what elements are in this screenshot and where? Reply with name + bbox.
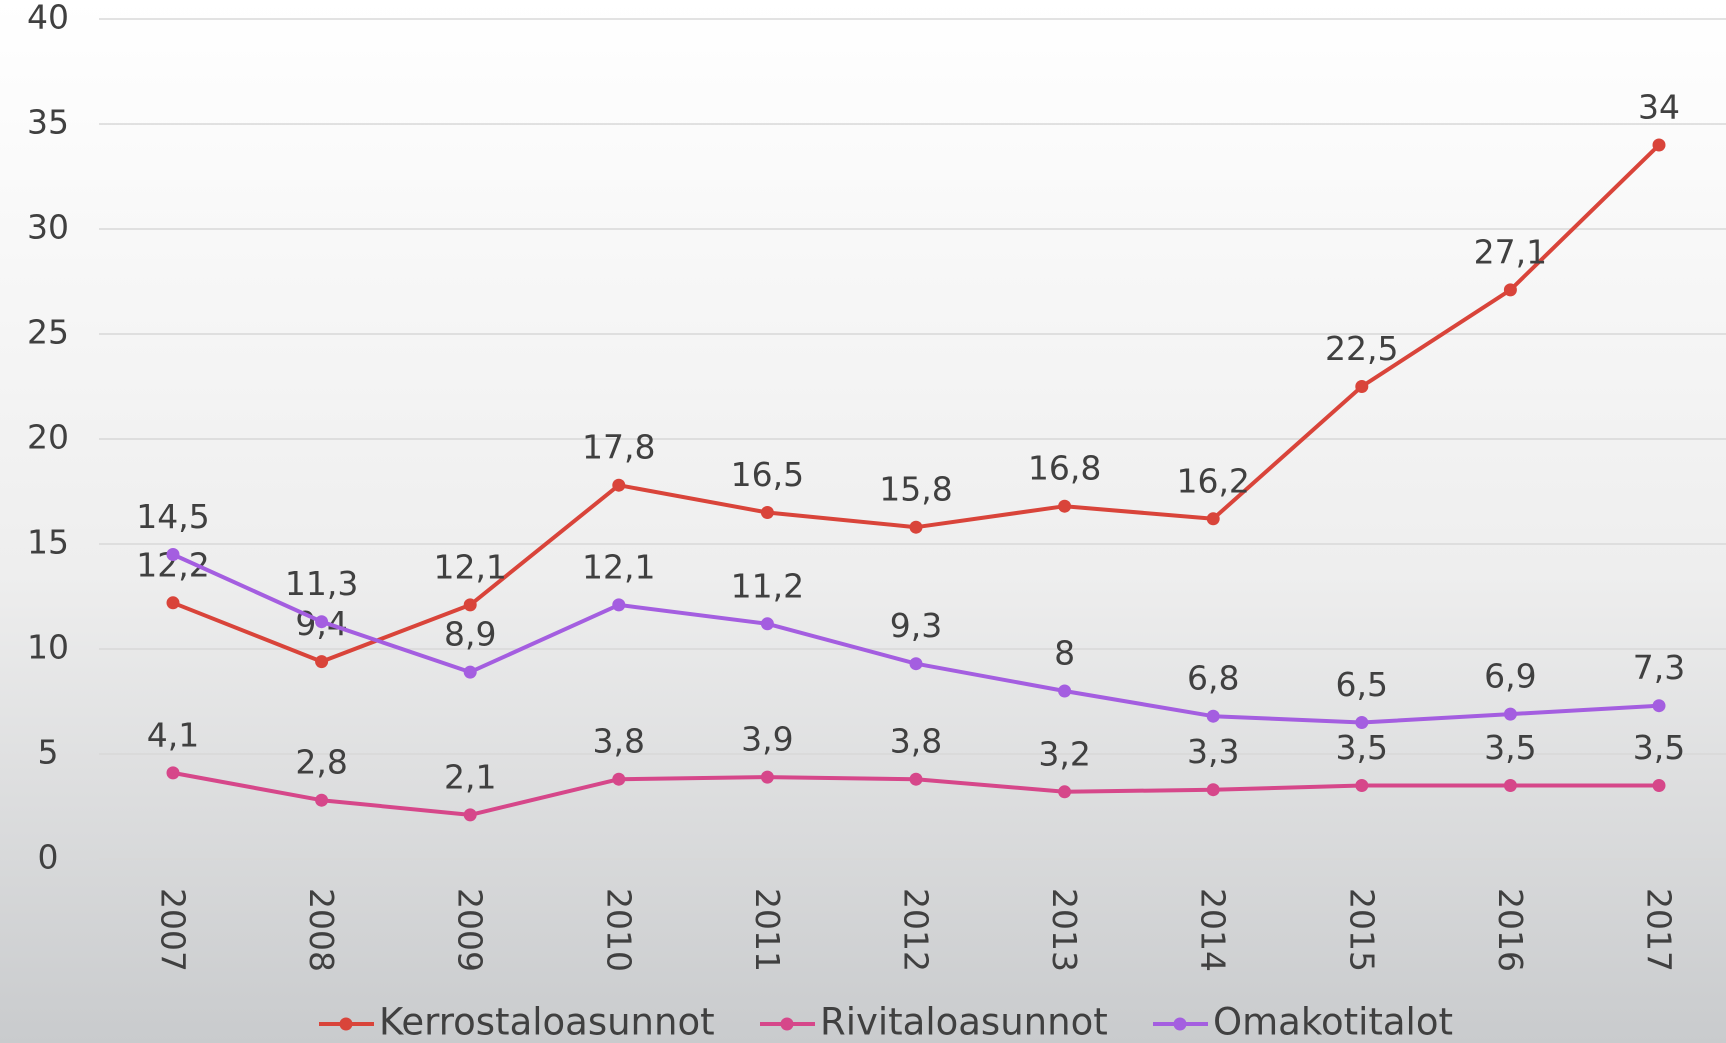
y-tick-label: 15 <box>27 523 69 562</box>
data-point <box>463 598 477 612</box>
data-label: 16,5 <box>731 455 804 494</box>
legend-marker <box>339 1017 353 1031</box>
data-label: 11,2 <box>731 566 804 605</box>
data-point <box>760 770 774 784</box>
x-tick-label: 2010 <box>599 888 638 972</box>
y-tick-label: 35 <box>27 103 69 142</box>
legend-label: Rivitaloasunnot <box>820 1001 1108 1043</box>
data-label: 27,1 <box>1474 232 1547 271</box>
data-point <box>1652 138 1666 152</box>
data-label: 3,9 <box>741 720 793 759</box>
data-label: 16,8 <box>1028 449 1101 488</box>
data-label: 34 <box>1638 88 1680 127</box>
data-label: 9,3 <box>890 606 942 645</box>
data-label: 3,5 <box>1633 728 1685 767</box>
data-label: 3,3 <box>1187 732 1239 771</box>
data-point <box>315 655 329 669</box>
x-tick-label: 2015 <box>1342 888 1381 972</box>
data-label: 11,3 <box>285 564 358 603</box>
y-tick-label: 30 <box>27 208 69 247</box>
y-tick-label: 20 <box>27 418 69 457</box>
data-label: 4,1 <box>147 715 199 754</box>
x-tick-label: 2012 <box>897 888 936 972</box>
data-point <box>1058 684 1072 698</box>
data-point <box>760 506 774 519</box>
data-label: 6,5 <box>1336 665 1388 704</box>
data-label: 3,8 <box>890 722 942 761</box>
data-point <box>612 598 626 612</box>
x-tick-label: 2017 <box>1640 888 1679 972</box>
data-point <box>463 808 477 822</box>
legend-label: Omakotitalot <box>1213 1001 1453 1043</box>
data-point <box>612 772 626 786</box>
data-label: 12,1 <box>433 547 506 586</box>
data-label: 3,2 <box>1038 734 1090 773</box>
data-point <box>612 478 626 492</box>
data-label: 14,5 <box>136 497 209 536</box>
data-point <box>760 617 774 631</box>
data-point <box>315 615 329 629</box>
data-label: 3,5 <box>1336 728 1388 767</box>
data-point <box>1355 779 1369 792</box>
data-point <box>1355 380 1369 393</box>
data-point <box>1503 283 1517 297</box>
data-point <box>1058 785 1072 799</box>
data-point <box>463 665 477 679</box>
data-point <box>1652 779 1666 792</box>
data-point <box>1503 707 1517 721</box>
data-label: 16,2 <box>1176 461 1249 500</box>
data-label: 22,5 <box>1325 329 1398 368</box>
data-label: 8,9 <box>444 615 496 654</box>
data-point <box>166 596 180 610</box>
y-tick-label: 25 <box>27 313 69 352</box>
data-point <box>1652 699 1666 713</box>
data-point <box>166 548 180 561</box>
data-point <box>1206 783 1220 797</box>
data-point <box>1355 716 1369 729</box>
data-label: 6,8 <box>1187 659 1239 698</box>
x-tick-label: 2011 <box>748 888 787 972</box>
x-tick-label: 2008 <box>302 888 341 972</box>
data-point <box>909 657 923 671</box>
legend-marker <box>1173 1017 1187 1031</box>
data-label: 8 <box>1054 634 1075 673</box>
data-label: 17,8 <box>582 428 655 467</box>
y-tick-label: 5 <box>38 733 59 772</box>
data-point <box>1206 709 1220 723</box>
x-tick-label: 2014 <box>1194 888 1233 972</box>
y-tick-label: 10 <box>27 628 69 667</box>
data-label: 3,5 <box>1484 728 1536 767</box>
data-point <box>315 793 329 807</box>
legend-marker <box>780 1017 794 1031</box>
y-tick-label: 0 <box>38 838 59 877</box>
x-tick-label: 2009 <box>451 888 490 972</box>
x-tick-label: 2013 <box>1045 888 1084 972</box>
data-point <box>1058 499 1072 513</box>
data-label: 2,8 <box>295 743 347 782</box>
data-label: 12,1 <box>582 547 655 586</box>
data-label: 6,9 <box>1484 657 1536 696</box>
data-point <box>909 772 923 786</box>
legend-label: Kerrostaloasunnot <box>379 1001 715 1043</box>
data-point <box>909 520 923 534</box>
data-label: 15,8 <box>879 470 952 509</box>
data-point <box>1503 779 1517 792</box>
data-label: 7,3 <box>1633 648 1685 687</box>
data-label: 2,1 <box>444 757 496 796</box>
data-point <box>166 766 180 780</box>
data-label: 3,8 <box>593 722 645 761</box>
data-point <box>1206 512 1220 526</box>
series-line <box>172 143 1661 664</box>
y-tick-label: 40 <box>27 0 69 37</box>
x-tick-label: 2007 <box>154 888 193 972</box>
x-tick-label: 2016 <box>1491 888 1530 972</box>
